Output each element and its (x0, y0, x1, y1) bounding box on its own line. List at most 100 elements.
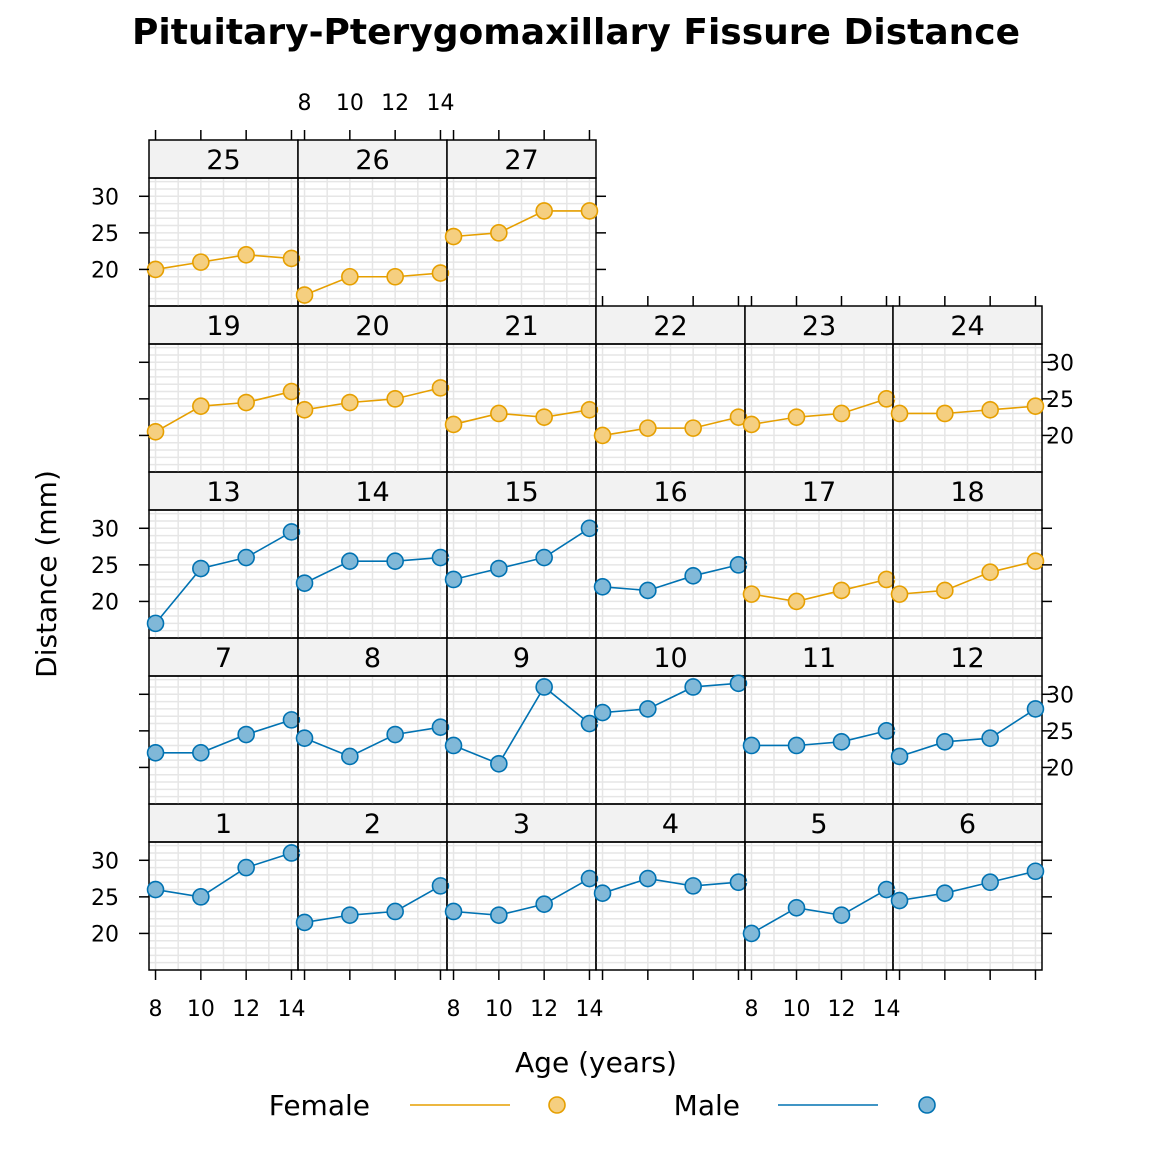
strip (744, 471, 894, 511)
data-point (580, 202, 599, 220)
series-line (155, 390, 292, 433)
data-point (237, 548, 255, 567)
series-line (751, 578, 887, 603)
data-point (341, 552, 359, 571)
data-point (535, 548, 553, 567)
strip (297, 471, 448, 511)
strip-label: 7 (215, 643, 232, 674)
data-point (490, 559, 508, 578)
y-tick-label: 30 (91, 185, 119, 210)
series-line (899, 405, 1036, 415)
legend-label-female: Female (269, 1089, 370, 1122)
data-point (192, 888, 210, 906)
panel-11: 11 (742, 637, 896, 805)
panel-6: 6 (890, 803, 1052, 980)
strip (446, 305, 597, 345)
data-point (639, 419, 657, 437)
data-point (146, 422, 165, 441)
series-line (304, 387, 441, 411)
x-tick-label: 8 (447, 997, 461, 1022)
data-point (1026, 552, 1045, 571)
panel-border (892, 509, 1043, 639)
strip (297, 637, 448, 677)
data-point (890, 891, 909, 910)
x-tick-label: 12 (828, 997, 856, 1022)
strip-label: 4 (662, 809, 679, 840)
data-point (431, 379, 450, 397)
data-point (282, 249, 301, 268)
series-line (899, 870, 1036, 902)
series-line (155, 719, 292, 754)
panel-27: 27 (444, 130, 606, 307)
series-line (304, 726, 441, 758)
panel-8: 8 (295, 637, 450, 805)
data-point (535, 202, 553, 220)
strip (446, 637, 597, 677)
x-tick-label: 10 (783, 997, 811, 1022)
data-point (535, 678, 553, 696)
x-tick-label: 10 (187, 997, 215, 1022)
x-tick-label: 14 (426, 91, 454, 116)
panel-15: 15 (444, 471, 599, 639)
data-point (386, 552, 404, 571)
series-line (751, 730, 887, 747)
y-tick-label: 20 (1046, 756, 1074, 781)
strip-label: 11 (802, 643, 836, 674)
data-point (1026, 862, 1045, 881)
y-tick-label: 30 (91, 849, 119, 874)
data-point (742, 924, 761, 943)
data-point (787, 408, 806, 426)
data-point (237, 246, 255, 264)
strip-label: 17 (802, 477, 836, 508)
strip (446, 139, 597, 179)
series-line (453, 527, 590, 581)
data-point (282, 382, 301, 401)
series-line (453, 210, 590, 238)
series-line (304, 272, 441, 296)
x-tick-label: 14 (575, 997, 603, 1022)
data-point (192, 559, 210, 578)
legend-marker-female (548, 1096, 566, 1114)
panel-14: 14 (295, 471, 450, 639)
y-axis-label: Distance (mm) (30, 470, 63, 678)
series-line (602, 416, 739, 437)
panel-12: 12 20 25 30 (890, 637, 1074, 805)
data-point (936, 404, 954, 423)
panel-13: 13 20 25 30 (91, 471, 301, 639)
panel-26: 26 8 10 12 14 (295, 91, 454, 307)
data-point (729, 674, 748, 693)
panel-19: 19 (139, 305, 301, 473)
data-point (832, 581, 851, 600)
panel-22: 22 (593, 296, 748, 473)
data-point (386, 390, 404, 408)
series-line (155, 253, 292, 271)
x-tick-label: 10 (336, 91, 364, 116)
strip (744, 305, 894, 345)
y-tick-label: 25 (91, 554, 119, 579)
data-point (742, 585, 761, 603)
series-line (453, 877, 590, 916)
strip-label: 14 (355, 477, 389, 508)
y-tick-label: 25 (1046, 720, 1074, 745)
data-point (832, 733, 851, 751)
series-line (899, 560, 1036, 595)
legend-marker-male (918, 1096, 936, 1114)
strip (595, 471, 746, 511)
data-point (341, 393, 359, 412)
x-tick-label: 8 (298, 91, 312, 116)
series-line (751, 398, 887, 426)
series-line (304, 556, 441, 584)
panel-16: 16 (593, 471, 748, 639)
x-tick-label: 12 (381, 91, 409, 116)
strip-label: 3 (513, 809, 530, 840)
data-point (593, 426, 612, 445)
data-point (535, 408, 553, 426)
strip-label: 9 (513, 643, 530, 674)
series-line (155, 852, 292, 898)
data-point (386, 725, 404, 744)
data-point (192, 743, 210, 762)
data-point (877, 722, 896, 740)
panel-23: 23 (742, 296, 896, 473)
data-point (684, 678, 702, 696)
